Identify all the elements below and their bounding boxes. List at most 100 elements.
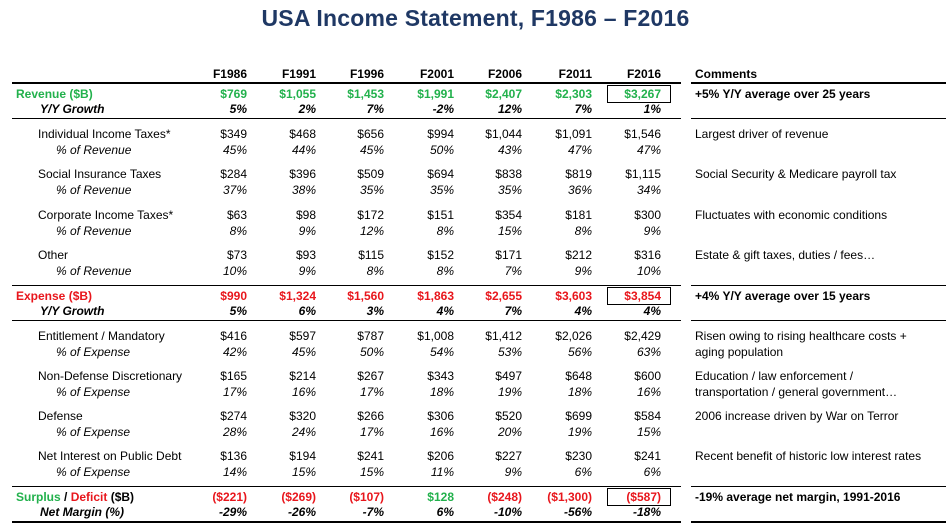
expense-item-2-share-F2016: 16% (636, 385, 661, 399)
surplus-value-F2016: ($587) (626, 490, 661, 504)
expense-growth-F2011: 4% (574, 304, 592, 318)
expense-item-1-value-F2016: $2,429 (624, 329, 661, 343)
expense-item-4-share-F1996: 15% (359, 465, 384, 479)
column-header-F1986: F1986 (212, 67, 247, 81)
expense-item-1-value-F1996: $787 (357, 329, 384, 343)
revenue-growth-label: Y/Y Growth (40, 102, 105, 116)
expense-item-3-value-F1986: $274 (220, 409, 247, 423)
revenue-item-2-value-F2006: $838 (495, 167, 522, 181)
revenue-item-1-value-F2001: $994 (427, 127, 454, 141)
expense-item-2-value-F2011: $648 (565, 369, 592, 383)
expense-item-1-value-F1991: $597 (289, 329, 316, 343)
expense-item-4-value-F2016: $241 (634, 449, 661, 463)
revenue-item-3-value-F2006: $354 (495, 208, 522, 222)
net-margin-F2006: -10% (493, 505, 522, 519)
column-header-F2001: F2001 (419, 67, 454, 81)
revenue-item-2-label: Social Insurance Taxes (38, 167, 162, 181)
revenue-item-1-share-F1991: 44% (291, 143, 316, 157)
revenue-item-1-share-label: % of Revenue (56, 143, 132, 157)
comments-header-divider (691, 82, 946, 84)
revenue-item-3-value-F1996: $172 (357, 208, 384, 222)
revenue-item-2-share-F2001: 35% (429, 183, 454, 197)
surplus-comment-top-divider (691, 486, 946, 487)
expense-item-3-value-F2016: $584 (634, 409, 661, 423)
net-margin-F2016: -18% (632, 505, 661, 519)
page-title: USA Income Statement, F1986 – F2016 (261, 5, 690, 31)
expense-item-2-share-F2006: 19% (497, 385, 522, 399)
surplus-top-divider (12, 486, 681, 487)
revenue-item-3-share-label: % of Revenue (56, 224, 132, 238)
bottom-divider (12, 521, 681, 523)
revenue-item-4-share-F1986: 10% (222, 264, 247, 278)
revenue-growth-F1991: 2% (298, 102, 316, 116)
expense-item-4-share-F2006: 9% (504, 465, 522, 479)
revenue-growth-F2011: 7% (574, 102, 592, 116)
expense-item-2-share-F2001: 18% (429, 385, 454, 399)
expense-item-2-value-F2016: $600 (634, 369, 661, 383)
expense-item-1-share-F1986: 42% (222, 345, 247, 359)
expense-item-4-value-F2011: $230 (565, 449, 592, 463)
expense-item-4-value-F1986: $136 (220, 449, 247, 463)
expense-item-2-comment: transportation / general government… (695, 385, 898, 399)
net-margin-label: Net Margin (%) (40, 505, 124, 519)
expense-item-3-share-label: % of Expense (56, 425, 131, 439)
surplus-deficit-label-part: Deficit (70, 490, 108, 504)
revenue-item-1-share-F2006: 43% (497, 143, 522, 157)
expense-item-4-label: Net Interest on Public Debt (38, 449, 182, 463)
expense-item-4-share-label: % of Expense (56, 465, 131, 479)
expense-item-2-share-F1986: 17% (222, 385, 247, 399)
revenue-comment-divider (691, 118, 946, 119)
revenue-item-4-value-F2006: $171 (495, 248, 522, 262)
revenue-item-1-value-F2006: $1,044 (485, 127, 522, 141)
comments-header: Comments (695, 67, 758, 81)
revenue-growth-F2016: 1% (643, 102, 661, 116)
revenue-item-1-comment: Largest driver of revenue (695, 127, 829, 141)
revenue-item-4-value-F1996: $115 (358, 248, 384, 262)
expense-value-F1986: $990 (220, 289, 247, 303)
revenue-item-2-share-label: % of Revenue (56, 183, 132, 197)
surplus-value-F1996: ($107) (349, 490, 384, 504)
revenue-label: Revenue ($B) (16, 87, 93, 101)
expense-item-2-share-label: % of Expense (56, 385, 131, 399)
revenue-item-4-value-F2011: $212 (565, 248, 592, 262)
revenue-item-1-value-F1991: $468 (289, 127, 316, 141)
revenue-item-1-value-F2016: $1,546 (624, 127, 661, 141)
expense-item-1-share-label: % of Expense (56, 345, 131, 359)
revenue-divider (12, 118, 681, 119)
revenue-item-1-share-F1996: 45% (359, 143, 384, 157)
expense-item-3-value-F1996: $266 (357, 409, 384, 423)
revenue-value-F1991: $1,055 (279, 87, 316, 101)
revenue-item-1-share-F2001: 50% (429, 143, 454, 157)
expense-item-3-comment: 2006 increase driven by War on Terror (695, 409, 899, 423)
expense-item-3-share-F1996: 17% (359, 425, 384, 439)
revenue-item-3-value-F2016: $300 (634, 208, 661, 222)
net-margin-F1991: -26% (287, 505, 316, 519)
column-header-F2016: F2016 (626, 67, 661, 81)
revenue-growth-F1996: 7% (366, 102, 384, 116)
revenue-item-2-share-F2006: 35% (497, 183, 522, 197)
surplus-f2016-box (607, 488, 671, 506)
expense-item-4-value-F1996: $241 (357, 449, 384, 463)
net-margin-F2001: 6% (436, 505, 454, 519)
expense-item-2-value-F2006: $497 (495, 369, 522, 383)
expense-item-1-value-F2011: $2,026 (555, 329, 592, 343)
revenue-item-2-share-F1996: 35% (359, 183, 384, 197)
expense-item-4-share-F2011: 6% (574, 465, 592, 479)
expense-item-2-share-F2011: 18% (567, 385, 592, 399)
surplus-value-F1991: ($269) (281, 490, 316, 504)
expense-item-1-share-F2016: 63% (636, 345, 661, 359)
revenue-item-3-comment: Fluctuates with economic conditions (695, 208, 888, 222)
comments-bottom-divider (691, 521, 946, 523)
expense-item-4-share-F1986: 14% (222, 465, 247, 479)
revenue-item-1-value-F2011: $1,091 (555, 127, 592, 141)
revenue-value-F2001: $1,991 (417, 87, 454, 101)
revenue-item-4-share-label: % of Revenue (56, 264, 132, 278)
expense-item-1-value-F1986: $416 (220, 329, 247, 343)
expense-top-divider (12, 285, 681, 286)
revenue-item-4-value-F1986: $73 (226, 248, 247, 262)
revenue-item-1-value-F1996: $656 (357, 127, 384, 141)
expense-item-1-comment: Risen owing to rising healthcare costs + (695, 329, 907, 343)
expense-item-2-comment: Education / law enforcement / (695, 369, 854, 383)
surplus-deficit-label-part: ($B) (107, 490, 135, 504)
net-margin-F1996: -7% (362, 505, 384, 519)
